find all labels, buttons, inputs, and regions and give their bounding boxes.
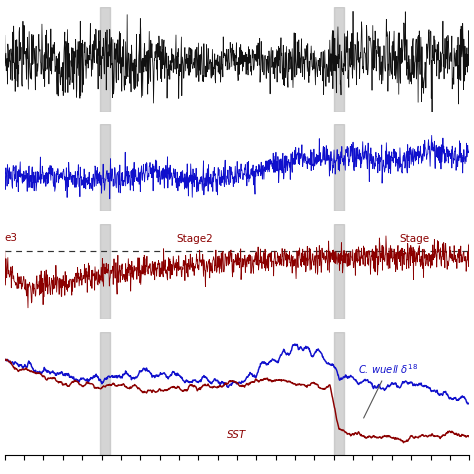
Bar <box>100 332 109 455</box>
Text: SST: SST <box>228 430 246 440</box>
Text: C. wuell $\delta^{18}$: C. wuell $\delta^{18}$ <box>358 362 418 418</box>
Bar <box>334 332 344 455</box>
Text: e3: e3 <box>5 233 18 243</box>
Bar <box>100 224 109 319</box>
Bar <box>334 7 344 112</box>
Bar <box>100 125 109 211</box>
Bar <box>334 125 344 211</box>
Bar <box>334 224 344 319</box>
Bar <box>100 7 109 112</box>
Text: Stage: Stage <box>400 234 430 244</box>
Text: Stage2: Stage2 <box>177 234 213 244</box>
